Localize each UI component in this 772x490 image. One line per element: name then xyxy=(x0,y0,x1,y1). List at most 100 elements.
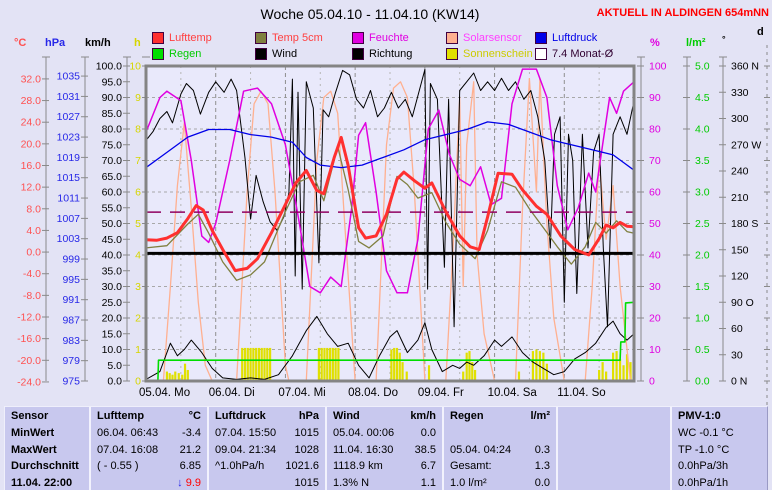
svg-text:1011: 1011 xyxy=(57,193,80,205)
legend-label: Lufttemp xyxy=(169,31,212,44)
svg-text:0.0: 0.0 xyxy=(107,376,122,388)
plot-border xyxy=(144,64,636,383)
svg-text:0: 0 xyxy=(649,376,655,388)
axis-header-d: d xyxy=(757,26,764,38)
column-header: Lufttemp °C xyxy=(97,410,201,422)
table-cell-row xyxy=(564,427,664,444)
svg-text:979: 979 xyxy=(62,355,80,367)
svg-text:1.0: 1.0 xyxy=(695,313,710,325)
svg-text:9: 9 xyxy=(135,92,141,104)
legend-label: Temp 5cm xyxy=(272,31,323,44)
svg-text:10.0: 10.0 xyxy=(102,344,123,356)
svg-text:3.0: 3.0 xyxy=(695,187,710,199)
legend-label: Feuchte xyxy=(369,31,409,44)
legend-swatch xyxy=(152,47,164,60)
svg-text:5.0: 5.0 xyxy=(107,360,122,372)
legend-swatch xyxy=(535,47,547,60)
column-header: PMV-1:0 xyxy=(678,410,721,422)
svg-text:3.5: 3.5 xyxy=(695,155,710,167)
series-sonnenschein xyxy=(165,347,632,381)
svg-text:60.0: 60.0 xyxy=(102,187,123,199)
axis-temp: 32.0 28.0 24.0 20.0 16.0 12.0 8.0 4.0 0.0 -4.0 -8.… xyxy=(17,56,50,388)
row-label: MaxWert xyxy=(11,443,57,456)
svg-text:0 N: 0 N xyxy=(731,376,747,388)
svg-text:20.0: 20.0 xyxy=(102,313,123,325)
svg-text:4.0: 4.0 xyxy=(26,225,41,237)
table-row-labels: Sensor MinWert MaxWert Durchschnitt 11.04. 2… xyxy=(5,407,89,490)
svg-text:330: 330 xyxy=(731,87,749,99)
svg-text:08.04. Do: 08.04. Do xyxy=(348,387,398,399)
axis-header-rain: l/m² xyxy=(686,37,706,49)
table-cell-row: 05.04. 04:24 0.3 xyxy=(450,443,550,456)
column-header: Wind km/h xyxy=(333,410,436,422)
legend-item-luftdruck: Luftdruck xyxy=(535,31,597,44)
svg-text:4.0: 4.0 xyxy=(695,124,710,136)
legend-swatch xyxy=(535,31,547,44)
svg-text:0.5: 0.5 xyxy=(695,344,710,356)
table-cell-row xyxy=(564,460,664,477)
legend-item-lufttemp: Lufttemp xyxy=(152,31,212,44)
legend-swatch xyxy=(446,31,458,44)
svg-text:120: 120 xyxy=(731,271,749,283)
table-cell-row: Gesamt: 1.3 xyxy=(450,460,550,473)
series-wind xyxy=(146,315,634,380)
table-cell-row: ^1.0hPa/h 1021.6 xyxy=(215,460,319,473)
series-lufttemp xyxy=(146,135,634,273)
column-header xyxy=(564,410,664,427)
axis-header-temp: °C xyxy=(14,37,27,49)
svg-text:06.04. Di: 06.04. Di xyxy=(209,387,255,399)
row-label: 11.04. 22:00 xyxy=(11,477,73,490)
svg-text:1023: 1023 xyxy=(57,132,81,144)
svg-text:30: 30 xyxy=(649,281,661,293)
svg-text:5: 5 xyxy=(135,218,141,230)
series-luftdruck xyxy=(146,121,634,171)
svg-text:240: 240 xyxy=(731,166,749,178)
table-cell-row xyxy=(564,444,664,461)
svg-text:20: 20 xyxy=(649,313,661,325)
column-header: Regen l/m² xyxy=(450,410,550,422)
table-col-lufttemp: Lufttemp °C 06.04. 06:43 -3.4 07.04. 16:08 21… xyxy=(89,407,207,490)
table-cell-row: 1015 xyxy=(294,477,319,490)
table-col-spacer xyxy=(556,407,670,490)
svg-text:1019: 1019 xyxy=(57,152,81,164)
row-label: MinWert xyxy=(11,426,55,439)
svg-text:07.04. Mi: 07.04. Mi xyxy=(278,387,325,399)
legend-label: Sonnenschein xyxy=(463,47,533,60)
legend-label: Regen xyxy=(169,47,202,60)
svg-text:1: 1 xyxy=(135,344,141,356)
legend-swatch xyxy=(255,31,267,44)
axis-regen: 5.0 4.5 4.0 3.5 3.0 2.5 2.0 1.5 1.0 0.5 0.0 xyxy=(683,56,710,388)
svg-text:150: 150 xyxy=(731,244,749,256)
svg-text:25.0: 25.0 xyxy=(102,297,123,309)
svg-text:10.04. Sa: 10.04. Sa xyxy=(488,387,538,399)
svg-text:80: 80 xyxy=(649,124,661,136)
table-cell-row: 07.04. 15:50 1015 xyxy=(215,426,319,439)
svg-text:8.0: 8.0 xyxy=(26,203,41,215)
legend-label: Richtung xyxy=(369,47,413,60)
svg-text:0.0: 0.0 xyxy=(695,376,710,388)
svg-text:45.0: 45.0 xyxy=(102,234,123,246)
svg-text:70.0: 70.0 xyxy=(102,155,123,167)
svg-text:1015: 1015 xyxy=(57,172,81,184)
svg-text:5.0: 5.0 xyxy=(695,61,710,73)
svg-text:2: 2 xyxy=(135,313,141,325)
svg-text:09.04. Fr: 09.04. Fr xyxy=(418,387,464,399)
table-cell-row: WC -0.1 °C xyxy=(678,426,734,439)
axis-richtung: 360 N 330 300 270 W 240 210 180 S 150 120 90 O 60 3… xyxy=(719,56,761,388)
table-cell-row xyxy=(564,477,664,490)
svg-text:20.0: 20.0 xyxy=(21,138,42,150)
svg-text:1003: 1003 xyxy=(57,233,81,245)
table-cell-row: 09.04. 21:34 1028 xyxy=(215,443,319,456)
svg-text:-12.0: -12.0 xyxy=(17,312,41,324)
legend-label: 7.4 Monat-Ø xyxy=(552,47,614,60)
svg-text:11.04. So: 11.04. So xyxy=(557,387,605,399)
table-cell-row: 11.04. 16:30 38.5 xyxy=(333,443,436,456)
row-label: Durchschnitt xyxy=(11,460,79,473)
svg-text:28.0: 28.0 xyxy=(21,95,42,107)
svg-text:60: 60 xyxy=(649,187,661,199)
svg-text:995: 995 xyxy=(62,274,80,286)
page-title: Woche 05.04.10 - 11.04.10 (KW14) xyxy=(260,6,480,22)
svg-text:975: 975 xyxy=(62,376,80,388)
